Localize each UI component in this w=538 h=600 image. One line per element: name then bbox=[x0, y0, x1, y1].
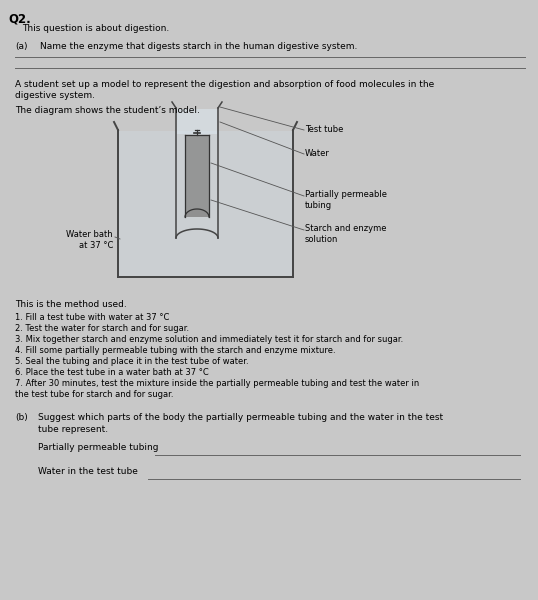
Text: 4. Fill some partially permeable tubing with the starch and enzyme mixture.: 4. Fill some partially permeable tubing … bbox=[15, 346, 336, 355]
Bar bbox=[119, 131, 292, 276]
Text: (a): (a) bbox=[15, 42, 27, 51]
Text: 1. Fill a test tube with water at 37 °C: 1. Fill a test tube with water at 37 °C bbox=[15, 313, 169, 322]
Text: This is the method used.: This is the method used. bbox=[15, 300, 127, 309]
Text: Name the enzyme that digests starch in the human digestive system.: Name the enzyme that digests starch in t… bbox=[40, 42, 357, 51]
Text: 5. Seal the tubing and place it in the test tube of water.: 5. Seal the tubing and place it in the t… bbox=[15, 357, 249, 366]
Text: 2. Test the water for starch and for sugar.: 2. Test the water for starch and for sug… bbox=[15, 324, 189, 333]
Text: Water in the test tube: Water in the test tube bbox=[38, 467, 138, 476]
Text: (b): (b) bbox=[15, 413, 28, 422]
Text: Partially permeable
tubing: Partially permeable tubing bbox=[305, 190, 387, 210]
Text: This question is about digestion.: This question is about digestion. bbox=[22, 24, 169, 33]
Text: Suggest which parts of the body the partially permeable tubing and the water in : Suggest which parts of the body the part… bbox=[38, 413, 443, 422]
Polygon shape bbox=[185, 209, 209, 217]
Text: 7. After 30 minutes, test the mixture inside the partially permeable tubing and : 7. After 30 minutes, test the mixture in… bbox=[15, 379, 419, 388]
Text: 3. Mix together starch and enzyme solution and immediately test it for starch an: 3. Mix together starch and enzyme soluti… bbox=[15, 335, 404, 344]
Text: Water bath
at 37 °C: Water bath at 37 °C bbox=[66, 230, 113, 250]
Bar bbox=[185, 135, 209, 217]
Text: Partially permeable tubing: Partially permeable tubing bbox=[38, 443, 159, 452]
Text: tube represent.: tube represent. bbox=[38, 425, 108, 434]
Text: 6. Place the test tube in a water bath at 37 °C: 6. Place the test tube in a water bath a… bbox=[15, 368, 209, 377]
Text: Q2.: Q2. bbox=[8, 12, 31, 25]
Text: Starch and enzyme
solution: Starch and enzyme solution bbox=[305, 224, 386, 244]
Text: Water: Water bbox=[305, 149, 330, 158]
Text: A student set up a model to represent the digestion and absorption of food molec: A student set up a model to represent th… bbox=[15, 80, 434, 89]
Bar bbox=[177, 109, 217, 134]
Text: digestive system.: digestive system. bbox=[15, 91, 95, 100]
Text: Test tube: Test tube bbox=[305, 125, 343, 134]
Text: the test tube for starch and for sugar.: the test tube for starch and for sugar. bbox=[15, 390, 173, 399]
Text: The diagram shows the student’s model.: The diagram shows the student’s model. bbox=[15, 106, 200, 115]
